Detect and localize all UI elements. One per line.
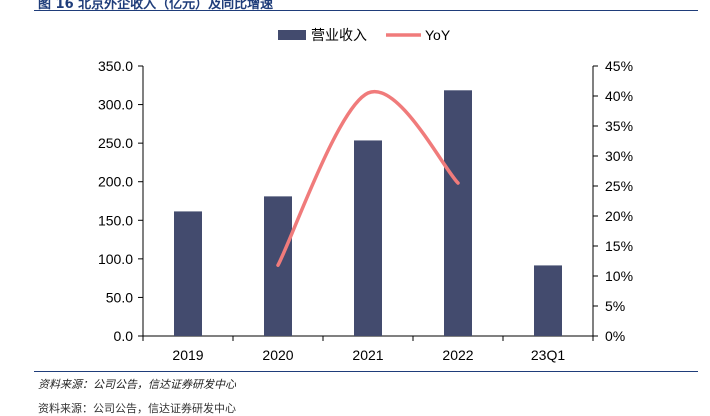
right-tick-label: 35% xyxy=(605,118,633,134)
left-tick-label: 300.0 xyxy=(98,97,133,113)
legend-bar-swatch xyxy=(278,30,306,40)
left-tick-label: 0.0 xyxy=(114,328,134,344)
right-tick-label: 30% xyxy=(605,148,633,164)
x-tick-label: 23Q1 xyxy=(531,347,565,363)
chart: 营业收入 YoY 0.0 50.0 100.0 150.0 200.0 250.0 300.… xyxy=(98,27,633,363)
legend-bar-label: 营业收入 xyxy=(311,27,367,43)
bar-series xyxy=(174,90,562,336)
revenue-bar xyxy=(354,140,382,336)
right-tick-label: 45% xyxy=(605,58,633,74)
right-axis: 0% 5% 10% 15% 20% 25% 30% 35% 40% 45% xyxy=(592,58,633,344)
x-tick-label: 2020 xyxy=(262,347,293,363)
left-tick-label: 200.0 xyxy=(98,174,133,190)
left-tick-label: 100.0 xyxy=(98,251,133,267)
legend: 营业收入 YoY xyxy=(278,27,451,43)
right-tick-label: 0% xyxy=(605,328,625,344)
revenue-bar xyxy=(174,211,202,336)
left-tick-label: 150.0 xyxy=(98,212,133,228)
cutoff-note: 资料来源：公司公告，信达证券研发中心 xyxy=(38,402,236,415)
left-axis: 0.0 50.0 100.0 150.0 200.0 250.0 300.0 350.0 xyxy=(98,58,144,344)
x-tick-label: 2021 xyxy=(352,347,383,363)
figure-title: 图 16 北京外企收入（亿元）及同比增速 xyxy=(38,0,274,12)
yoy-line xyxy=(276,89,460,267)
bottom-rule xyxy=(34,371,698,372)
left-tick-label: 250.0 xyxy=(98,135,133,151)
right-tick-label: 15% xyxy=(605,238,633,254)
revenue-bar xyxy=(534,265,562,336)
source-note: 资料来源：公司公告，信达证券研发中心 xyxy=(38,378,236,391)
right-tick-label: 20% xyxy=(605,208,633,224)
left-tick-label: 350.0 xyxy=(98,58,133,74)
right-tick-label: 5% xyxy=(605,298,625,314)
revenue-bar xyxy=(444,90,472,336)
right-tick-label: 25% xyxy=(605,178,633,194)
top-rule xyxy=(34,10,698,11)
yoy-series xyxy=(276,89,460,267)
left-tick-label: 50.0 xyxy=(106,289,133,305)
x-tick-label: 2022 xyxy=(442,347,473,363)
right-tick-label: 10% xyxy=(605,268,633,284)
right-tick-label: 40% xyxy=(605,88,633,104)
legend-line-label: YoY xyxy=(425,27,451,43)
x-tick-label: 2019 xyxy=(172,347,203,363)
x-axis: 2019 2020 2021 2022 23Q1 xyxy=(142,335,594,363)
